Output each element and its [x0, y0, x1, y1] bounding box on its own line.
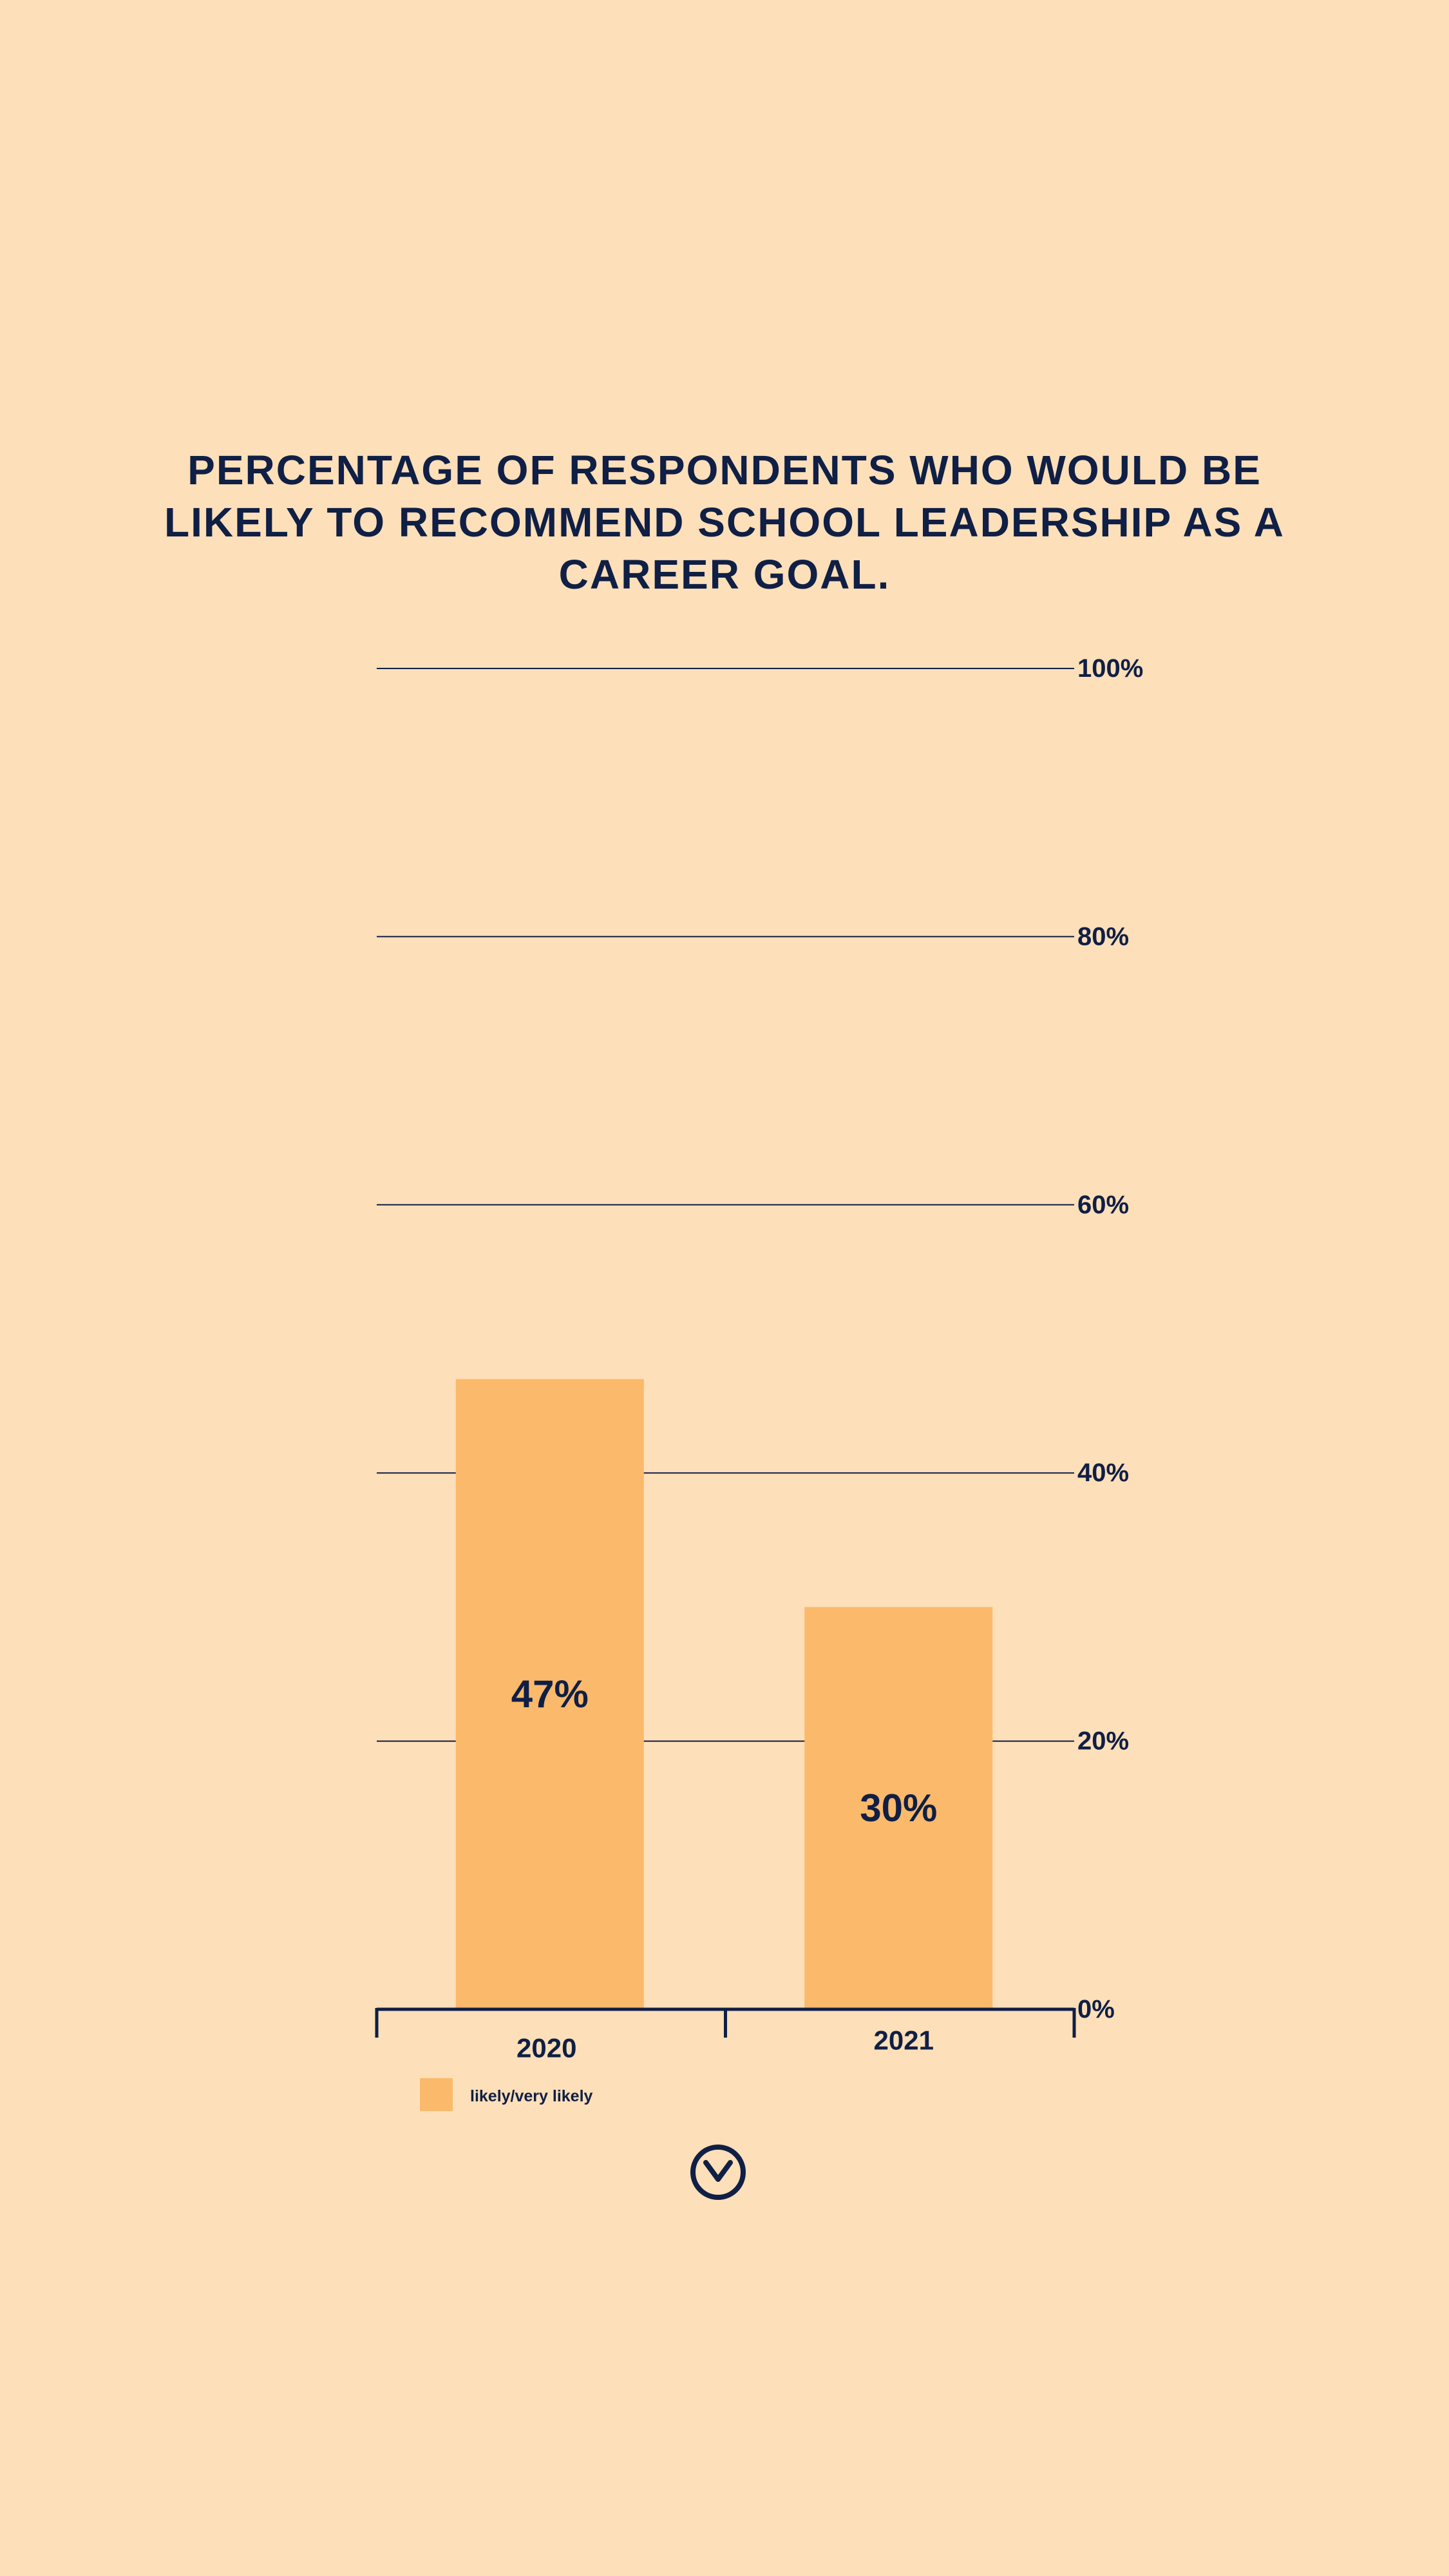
- y-tick-label: 80%: [1077, 922, 1129, 951]
- bars: 47% 30%: [455, 1379, 993, 2009]
- bar: [455, 1379, 644, 2009]
- y-tick-label: 0%: [1077, 1995, 1115, 2023]
- bar-data-label: 47%: [511, 1672, 589, 1716]
- x-category-label: 2021: [874, 2025, 934, 2056]
- x-category-label: 2020: [516, 2033, 576, 2063]
- y-tick-label: 20%: [1077, 1727, 1129, 1756]
- x-axis: 2020 2021: [375, 2007, 1076, 2063]
- chart-title: PERCENTAGE OF RESPONDENTS WHO WOULD BE L…: [164, 447, 1285, 598]
- scroll-icon-ring: [690, 2145, 746, 2200]
- legend-swatch: [420, 2078, 453, 2111]
- bar-data-label: 30%: [860, 1786, 937, 1830]
- bar: [804, 1607, 993, 2009]
- legend: likely/very likely: [420, 2078, 593, 2111]
- chevron-down-circle-icon[interactable]: [690, 2145, 746, 2200]
- legend-label: likely/very likely: [470, 2087, 593, 2105]
- y-tick-label: 60%: [1077, 1191, 1129, 1219]
- scroll-icon-chevron: [703, 2160, 733, 2182]
- y-axis-ticks: 0% 20% 40% 60% 80% 100%: [1077, 654, 1143, 2023]
- y-tick-label: 100%: [1077, 654, 1143, 683]
- y-tick-label: 40%: [1077, 1459, 1129, 1487]
